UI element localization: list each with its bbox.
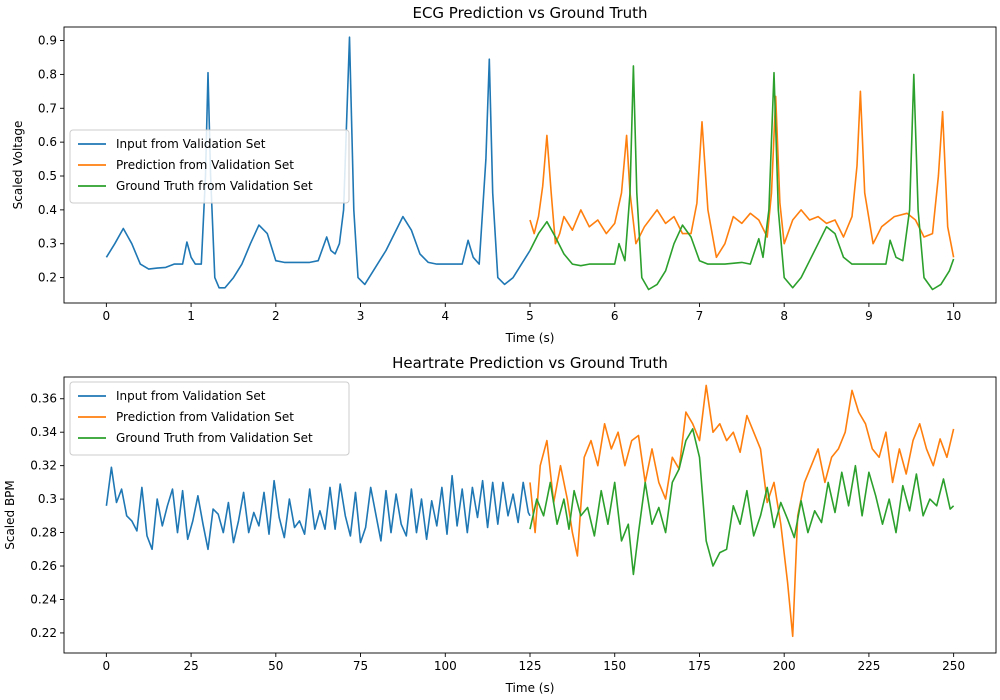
x-tick-label: 2 [272,309,280,323]
series-line-3 [529,65,955,291]
legend-label-1: Input from Validation Set [116,137,266,151]
y-tick-label: 0.3 [38,492,57,506]
legend-label-3: Ground Truth from Validation Set [116,179,313,193]
x-tick-label: 5 [526,309,534,323]
legend-label-2: Prediction from Validation Set [116,158,294,172]
x-tick-label: 50 [268,659,283,673]
legend: Input from Validation Set Prediction from… [69,381,350,456]
x-tick-label: 0 [103,309,111,323]
legend-label-3: Ground Truth from Validation Set [116,431,313,445]
x-tick-label: 225 [857,659,880,673]
y-tick-label: 0.6 [38,135,57,149]
y-axis-label: Scaled BPM [3,480,17,550]
y-tick-label: 0.22 [30,626,57,640]
x-tick-label: 1 [187,309,195,323]
y-tick-label: 0.36 [30,392,57,406]
chart-title: ECG Prediction vs Ground Truth [412,4,647,22]
x-tick-label: 125 [519,659,542,673]
x-tick-label: 25 [183,659,198,673]
y-tick-label: 0.4 [38,203,57,217]
y-tick-label: 0.34 [30,425,57,439]
y-tick-label: 0.28 [30,526,57,540]
x-axis-label: Time (s) [505,681,555,695]
x-tick-label: 9 [865,309,873,323]
x-tick-label: 7 [696,309,704,323]
y-tick-label: 0.5 [38,169,57,183]
x-tick-label: 3 [357,309,365,323]
series-line-3 [529,428,955,576]
y-tick-label: 0.9 [38,34,57,48]
legend-label-2: Prediction from Validation Set [116,410,294,424]
x-tick-label: 100 [434,659,457,673]
chart-title: Heartrate Prediction vs Ground Truth [392,354,668,372]
series-line-1 [105,466,531,551]
x-tick-label: 0 [103,659,111,673]
legend-label-1: Input from Validation Set [116,389,266,403]
chart-2: 0 25 50 75 100 125 150 175 200 225 250 0.22 0.24 0.26… [3,354,997,695]
x-tick-label: 6 [611,309,619,323]
y-tick-label: 0.3 [38,237,57,251]
x-tick-label: 200 [773,659,796,673]
y-tick-label: 0.2 [38,271,57,285]
y-tick-label: 0.8 [38,67,57,81]
y-tick-label: 0.32 [30,459,57,473]
chart-1: 0 1 2 3 4 5 6 7 8 9 10 0.2 0.3 0.4 0.5 0.6 0.7 0.8 0.9 ECG … [11,4,997,345]
legend-box [69,129,350,204]
series-line-1 [105,36,531,289]
legend-box [69,381,350,456]
x-tick-label: 75 [353,659,368,673]
legend: Input from Validation Set Prediction from… [69,129,350,204]
x-axis-label: Time (s) [505,331,555,345]
y-axis-label: Scaled Voltage [11,121,25,210]
x-tick-label: 10 [946,309,961,323]
series-line-2 [529,90,955,259]
y-tick-label: 0.7 [38,101,57,115]
y-tick-label: 0.24 [30,592,57,606]
x-tick-label: 150 [603,659,626,673]
x-tick-label: 250 [942,659,965,673]
series-line-2 [529,384,955,638]
x-tick-label: 4 [441,309,449,323]
x-tick-label: 8 [780,309,788,323]
x-tick-label: 175 [688,659,711,673]
y-tick-label: 0.26 [30,559,57,573]
